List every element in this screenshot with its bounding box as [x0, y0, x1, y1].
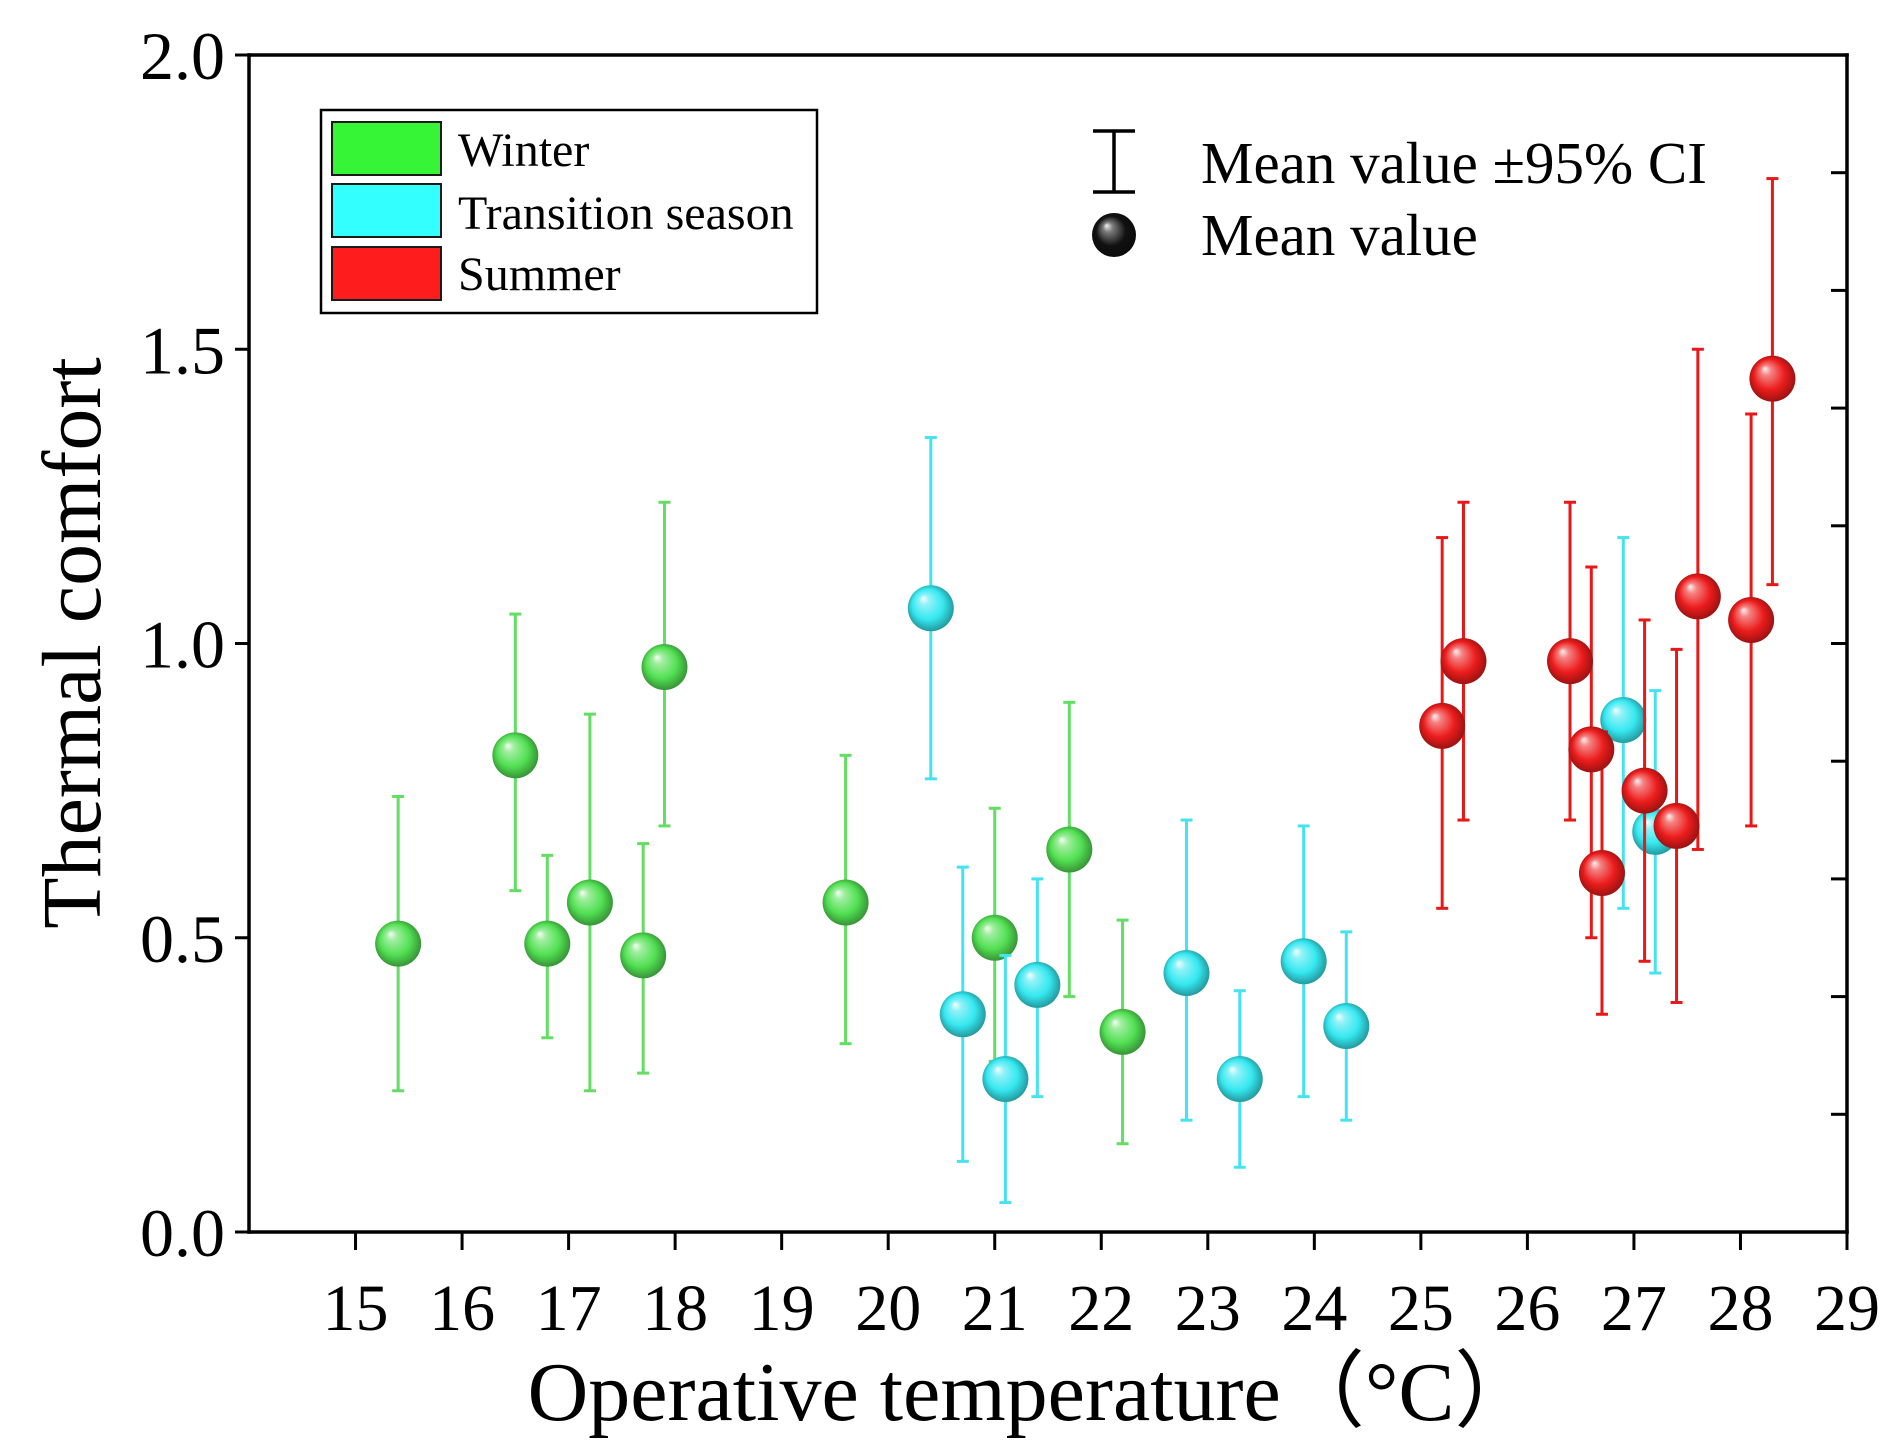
winter-mean-point	[566, 879, 613, 926]
legend-swatch-winter	[331, 121, 442, 176]
legend-swatch-transition-season	[331, 183, 442, 238]
x-tick-label: 22	[1068, 1272, 1134, 1345]
transition-season-mean-point	[982, 1055, 1029, 1102]
y-tick-label: 1.0	[140, 607, 225, 683]
summer-mean-point	[1674, 573, 1721, 620]
mean-marker-legend-icon	[1092, 213, 1136, 257]
winter-mean-point	[822, 879, 869, 926]
statistic-legend: Mean value ±95% CI Mean value	[1092, 129, 1707, 268]
axes-frame	[247, 53, 1849, 1234]
x-tick-label: 16	[429, 1272, 495, 1345]
x-tick-label: 27	[1601, 1272, 1667, 1345]
transition-season-mean-point	[1163, 950, 1210, 997]
winter-mean-point	[375, 920, 422, 967]
errorbar-legend-icon	[1093, 129, 1135, 194]
series-summer	[1419, 177, 1796, 1016]
winter-mean-point	[641, 644, 688, 691]
summer-mean-point	[1728, 596, 1775, 643]
summer-mean-point	[1547, 638, 1594, 685]
x-tick-label: 23	[1175, 1272, 1241, 1345]
summer-mean-point	[1749, 355, 1796, 402]
winter-mean-point	[1046, 826, 1093, 873]
x-tick-label: 15	[323, 1272, 389, 1345]
summer-mean-point	[1578, 850, 1625, 897]
transition-season-mean-point	[939, 991, 986, 1038]
y-tick-label: 1.5	[140, 312, 225, 388]
x-tick-label: 19	[749, 1272, 815, 1345]
summer-mean-point	[1568, 726, 1615, 773]
series-winter	[375, 500, 1146, 1146]
winter-mean-point	[620, 932, 667, 979]
x-tick-label: 24	[1281, 1272, 1347, 1345]
x-tick-label: 28	[1707, 1272, 1773, 1345]
x-tick-label: 17	[536, 1272, 602, 1345]
x-tick-label: 25	[1388, 1272, 1454, 1345]
summer-mean-point	[1653, 802, 1700, 849]
mean-marker-legend-label: Mean value	[1201, 202, 1478, 268]
y-tick-label: 0.5	[140, 901, 225, 977]
transition-season-mean-point	[1600, 697, 1647, 744]
transition-season-mean-point	[1014, 961, 1061, 1008]
winter-mean-point	[971, 914, 1018, 961]
transition-season-mean-point	[1216, 1055, 1263, 1102]
legend-label-transition-season: Transition season	[458, 187, 794, 240]
x-tick-label: 21	[962, 1272, 1028, 1345]
x-tick-label: 26	[1494, 1272, 1560, 1345]
x-tick-label: 18	[642, 1272, 708, 1345]
errorbar-legend-label: Mean value ±95% CI	[1201, 130, 1707, 196]
summer-mean-point	[1621, 767, 1668, 814]
summer-mean-point	[1440, 638, 1487, 685]
series-layer	[375, 177, 1796, 1205]
x-tick-label: 29	[1814, 1272, 1880, 1345]
transition-season-mean-point	[1323, 1003, 1370, 1050]
legend-label-summer: Summer	[458, 248, 621, 301]
x-axis-title: Operative temperature（°C）	[528, 1346, 1539, 1439]
legend-label-winter: Winter	[458, 124, 589, 177]
y-axis-title: Thermal comfort	[26, 357, 119, 928]
ticks-layer: 15 16 17 18 19 20 21 22 23 24 25 26 27 28 29 0.0 0.5 1.0 1…	[140, 18, 1880, 1345]
transition-season-mean-point	[1280, 938, 1327, 985]
winter-mean-point	[524, 920, 571, 967]
winter-mean-point	[492, 732, 539, 779]
legend-swatch-summer	[331, 246, 442, 301]
winter-mean-point	[1099, 1008, 1146, 1055]
y-tick-label: 2.0	[140, 18, 225, 94]
summer-mean-point	[1419, 702, 1466, 749]
transition-season-mean-point	[907, 585, 954, 632]
x-tick-label: 20	[855, 1272, 921, 1345]
season-legend: Winter Transition season Summer	[319, 108, 819, 315]
y-tick-label: 0.0	[140, 1195, 225, 1271]
